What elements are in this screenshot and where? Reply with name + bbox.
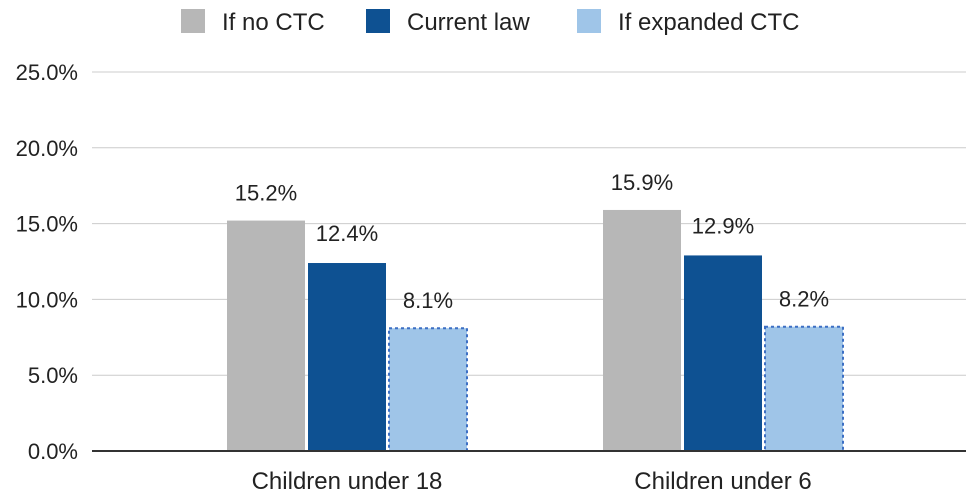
bar	[388, 327, 468, 453]
y-tick-label: 15.0%	[16, 212, 78, 237]
y-axis-ticks: 0.0% 5.0% 10.0% 15.0% 20.0% 25.0%	[16, 60, 78, 464]
bar	[603, 209, 681, 451]
y-tick-label: 25.0%	[16, 60, 78, 85]
bar	[308, 263, 386, 451]
y-tick-label: 20.0%	[16, 136, 78, 161]
bars	[227, 209, 844, 453]
x-axis: Children under 18 Children under 6	[92, 450, 966, 492]
bar	[764, 325, 844, 452]
y-tick-label: 10.0%	[16, 287, 78, 312]
bar-value-label: 8.1%	[403, 288, 453, 313]
legend-swatch	[181, 9, 205, 33]
legend: If no CTC Current law If expanded CTC	[181, 9, 799, 36]
x-category-label: Children under 6	[634, 468, 811, 492]
y-tick-label: 5.0%	[28, 363, 78, 388]
bar-value-label: 15.2%	[235, 181, 297, 206]
bar	[684, 255, 762, 451]
bar	[227, 220, 305, 451]
legend-swatch	[577, 9, 601, 33]
bar-value-label: 8.2%	[779, 287, 829, 312]
legend-label: Current law	[407, 9, 530, 36]
bar-value-label: 12.9%	[692, 213, 754, 238]
legend-label: If no CTC	[222, 9, 325, 36]
x-category-label: Children under 18	[252, 468, 443, 492]
data-labels: 15.2% 12.4% 8.1% 15.9% 12.9% 8.2%	[235, 170, 829, 313]
bar-value-label: 12.4%	[316, 221, 378, 246]
y-tick-label: 0.0%	[28, 439, 78, 464]
legend-swatch	[366, 9, 390, 33]
legend-label: If expanded CTC	[618, 9, 799, 36]
bar-value-label: 15.9%	[611, 170, 673, 195]
